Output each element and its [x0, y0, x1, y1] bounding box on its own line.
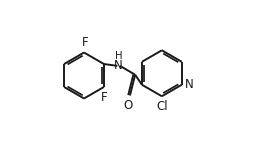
- Text: N: N: [185, 77, 194, 90]
- Text: N: N: [114, 59, 123, 72]
- Text: Cl: Cl: [157, 100, 168, 112]
- Text: F: F: [82, 36, 88, 49]
- Text: F: F: [101, 91, 108, 104]
- Text: H: H: [115, 51, 122, 61]
- Text: O: O: [124, 99, 133, 112]
